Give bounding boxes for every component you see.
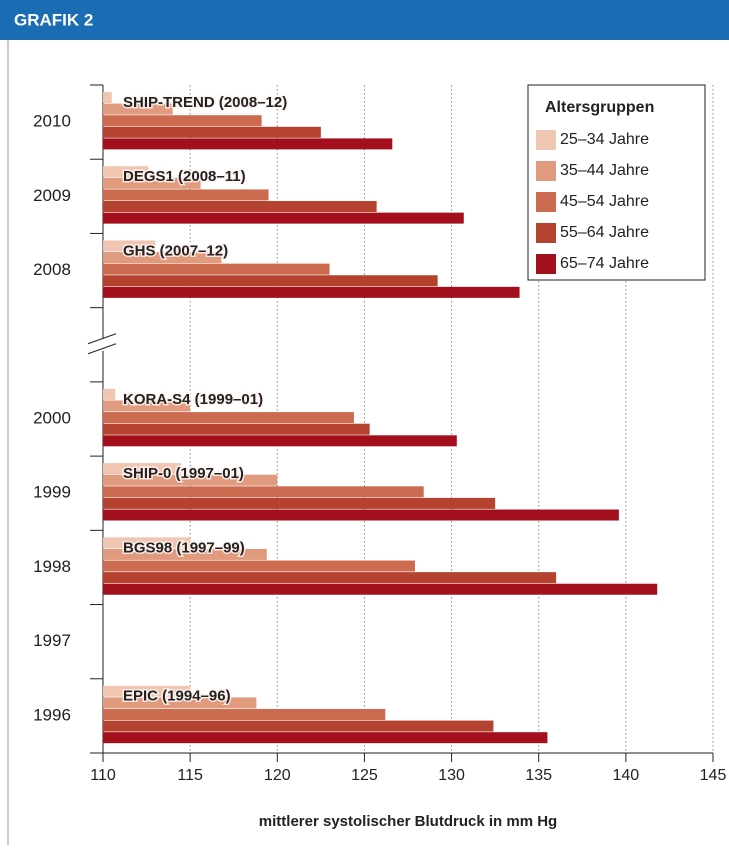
legend-title: Altersgruppen [545, 99, 654, 116]
axis-break [87, 333, 117, 345]
bar [103, 720, 494, 732]
study-label: EPIC (1994–96) [123, 688, 231, 705]
bar [103, 560, 415, 572]
y-tick-label: 1997 [33, 631, 71, 650]
bar [103, 708, 386, 720]
legend-swatch [536, 223, 556, 243]
bar [103, 423, 370, 435]
bar [103, 286, 520, 298]
x-tick-label: 120 [264, 767, 291, 784]
bar [103, 126, 321, 138]
legend-label: 45–54 Jahre [560, 193, 649, 210]
bar [103, 732, 548, 744]
bar [103, 177, 201, 189]
bar [103, 400, 191, 412]
y-tick-label: 1998 [33, 557, 71, 576]
legend-swatch [536, 130, 556, 150]
x-tick-label: 145 [700, 767, 727, 784]
bar [103, 497, 496, 509]
bar [103, 201, 377, 213]
y-tick-label: 2009 [33, 186, 71, 205]
x-tick-label: 130 [438, 767, 465, 784]
bar [103, 474, 278, 486]
bar [103, 263, 330, 275]
bar [103, 388, 116, 400]
header-title: GRAFIK 2 [14, 10, 93, 29]
bar [103, 685, 191, 697]
legend-swatch [536, 161, 556, 181]
x-axis-title: mittlerer systolischer Blutdruck in mm H… [259, 813, 557, 830]
legend-label: 25–34 Jahre [560, 131, 649, 148]
study-label: KORA-S4 (1999–01) [123, 391, 263, 408]
x-tick-label: 110 [90, 767, 116, 784]
legend-label: 65–74 Jahre [560, 255, 649, 272]
bar [103, 486, 424, 498]
bar [103, 697, 257, 709]
bar [103, 572, 557, 584]
bar [103, 275, 438, 287]
bar [103, 252, 222, 264]
bar [103, 583, 658, 595]
axis-break [87, 343, 117, 355]
bar [103, 189, 269, 201]
y-tick-label: 2000 [33, 408, 71, 427]
y-tick-label: 2008 [33, 260, 71, 279]
study-label: DEGS1 (2008–11) [123, 168, 246, 185]
bar [103, 435, 457, 447]
bar [103, 166, 149, 178]
bar [103, 115, 262, 127]
x-tick-label: 115 [177, 767, 203, 784]
bar [103, 92, 112, 103]
header-bar [0, 0, 729, 40]
x-tick-label: 140 [613, 767, 640, 784]
bar [103, 412, 354, 424]
x-tick-label: 125 [351, 767, 378, 784]
bar [103, 548, 267, 560]
y-tick-label: 1999 [33, 483, 71, 502]
study-label: BGS98 (1997–99) [123, 539, 245, 556]
bar [103, 509, 619, 521]
bar [103, 537, 191, 549]
study-label: GHS (2007–12) [123, 242, 228, 259]
bar [103, 138, 393, 150]
legend-box [527, 84, 706, 281]
bar [103, 463, 182, 475]
legend-label: 35–44 Jahre [560, 162, 649, 179]
bar [103, 103, 173, 115]
bar [103, 212, 464, 224]
y-tick-label: 2010 [33, 112, 71, 131]
legend-label: 55–64 Jahre [560, 224, 649, 241]
x-tick-label: 135 [525, 767, 552, 784]
legend-swatch [536, 192, 556, 212]
study-label: SHIP-0 (1997–01) [123, 465, 244, 482]
legend-swatch [536, 254, 556, 274]
y-tick-label: 1996 [33, 705, 71, 724]
bar [103, 240, 156, 252]
study-label: SHIP-TREND (2008–12) [123, 94, 287, 111]
